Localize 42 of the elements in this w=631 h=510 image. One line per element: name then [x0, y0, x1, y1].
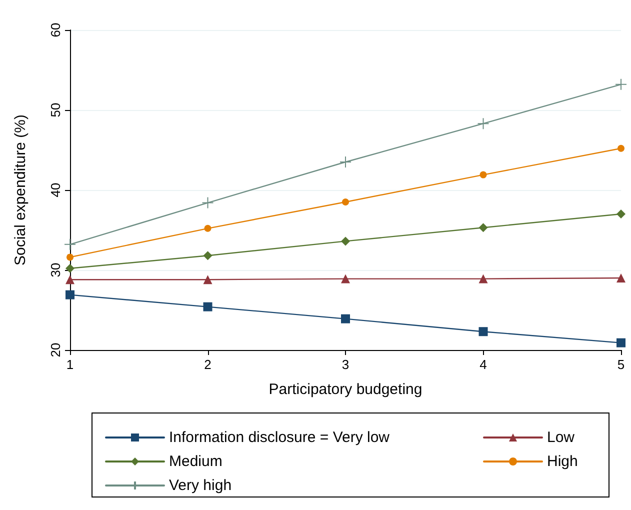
legend-label: Medium — [169, 453, 222, 470]
point — [615, 78, 627, 90]
point — [616, 274, 626, 282]
point — [340, 156, 352, 168]
legend-label: Low — [547, 429, 575, 446]
y-tick-label: 40 — [48, 182, 63, 198]
legend-label: Information disclosure = Very low — [169, 429, 390, 446]
point — [478, 274, 488, 284]
point — [480, 171, 487, 178]
point — [64, 238, 76, 250]
point — [66, 254, 74, 261]
point — [202, 196, 214, 209]
y-tick-label: 20 — [48, 342, 63, 358]
point — [66, 275, 74, 284]
point — [618, 144, 624, 152]
x-tick-label: 5 — [617, 357, 625, 372]
point — [341, 236, 350, 246]
point — [204, 224, 212, 232]
y-tick-label: 50 — [48, 102, 63, 118]
legend-label: Very high — [169, 477, 232, 494]
point — [203, 302, 212, 312]
point — [341, 314, 350, 324]
point — [616, 210, 626, 218]
point — [478, 223, 488, 232]
x-axis-title: Participatory budgeting — [268, 381, 422, 398]
point — [66, 290, 74, 300]
point — [478, 327, 488, 336]
point — [477, 118, 490, 130]
point — [616, 338, 626, 348]
y-axis-title: Social expenditure (%) — [12, 114, 29, 266]
y-tick-label: 30 — [48, 262, 63, 278]
legend-label: High — [547, 453, 578, 470]
x-tick-label: 3 — [342, 357, 350, 372]
point — [203, 275, 212, 284]
y-tick-label: 60 — [48, 22, 63, 38]
x-tick-label: 1 — [66, 357, 74, 372]
point — [203, 251, 212, 260]
point — [342, 198, 349, 206]
x-tick-label: 4 — [480, 357, 487, 372]
point — [66, 264, 74, 273]
x-tick-label: 2 — [204, 357, 212, 372]
point — [341, 274, 350, 284]
